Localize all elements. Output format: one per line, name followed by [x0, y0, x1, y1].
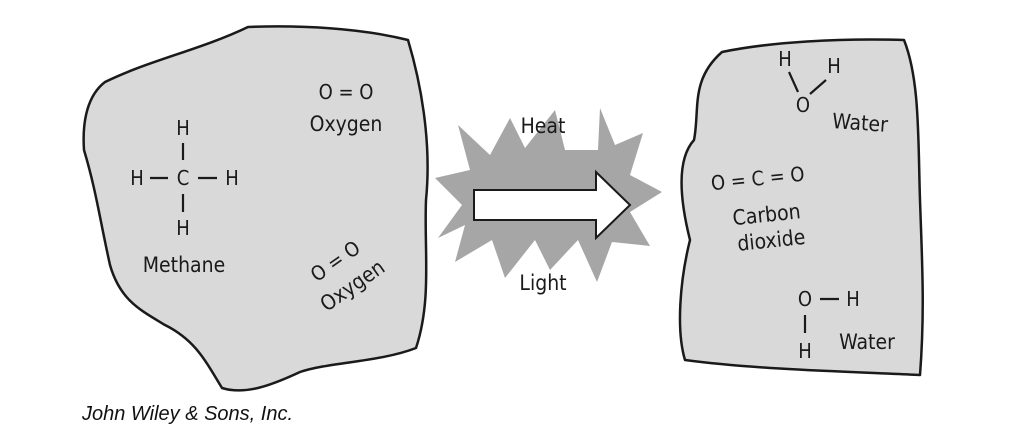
oxygen-1-formula: O = O [319, 80, 374, 104]
water-1-label: Water [831, 109, 888, 137]
products-blob [678, 38, 924, 377]
water-2-h-right: H [846, 287, 860, 311]
water-1-bond-2 [809, 79, 827, 95]
reactants-blob [82, 25, 429, 392]
water-1-bond-1 [787, 71, 800, 93]
heat-label: Heat [521, 114, 566, 138]
methane-h-right: H [225, 166, 239, 190]
water-2-label: Water [839, 330, 895, 354]
water-1-h1: H [778, 47, 792, 71]
water-2-o: O [798, 287, 812, 311]
methane-h-bottom: H [176, 216, 190, 240]
methane-c: C [177, 166, 190, 190]
water-molecule-2: O H H Water [798, 287, 895, 363]
water-molecule-1: H H O Water [778, 47, 889, 137]
methane-h-top: H [176, 116, 190, 140]
oxygen-molecule-1: O = O Oxygen [310, 80, 383, 136]
methane-label: Methane [143, 253, 226, 277]
oxygen-1-label: Oxygen [310, 112, 383, 136]
water-1-h2: H [827, 54, 841, 78]
reaction-arrow [473, 169, 632, 241]
methane-molecule: H H C H H Methane [130, 116, 239, 277]
water-2-h-bottom: H [798, 339, 812, 363]
credit-caption: John Wiley & Sons, Inc. [82, 403, 294, 425]
light-label: Light [519, 271, 566, 295]
water-1-o: O [796, 93, 810, 117]
methane-h-left: H [130, 166, 144, 190]
